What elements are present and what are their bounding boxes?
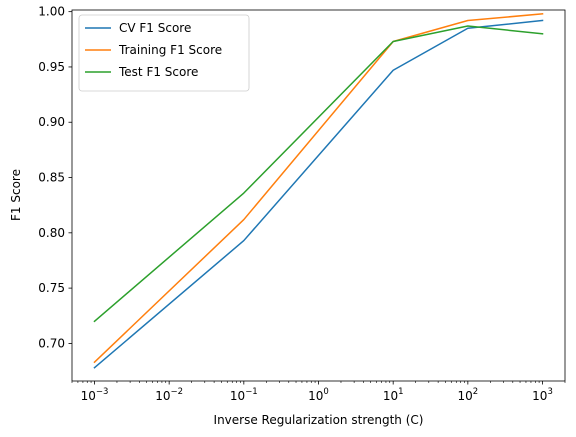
y-tick-label: 0.95 (38, 60, 65, 74)
y-tick-label: 0.85 (38, 171, 65, 185)
plot-area (93, 13, 544, 369)
series-line-3 (93, 25, 544, 323)
x-axis: 10−3 10−2 10−1 100 101 102 103 (71, 381, 566, 403)
x-tick-label: 100 (308, 387, 329, 403)
y-tick-label: 0.80 (38, 226, 65, 240)
y-tick-label: 1.00 (38, 5, 65, 19)
legend-label-2: Training F1 Score (118, 43, 222, 57)
legend-label-1: CV F1 Score (119, 21, 191, 35)
legend-box (78, 14, 250, 92)
x-axis-label: Inverse Regularization strength (C) (214, 413, 424, 427)
x-tick-label: 10−1 (230, 387, 258, 403)
y-tick-label: 0.70 (38, 336, 65, 350)
series-line-1 (93, 19, 544, 369)
x-tick-label: 10−3 (81, 387, 109, 403)
y-tick-label: 0.90 (38, 115, 65, 129)
x-tick-label: 101 (383, 387, 404, 403)
x-tick-label: 10−2 (155, 387, 183, 403)
x-tick-label: 102 (457, 387, 478, 403)
y-axis-label: F1 Score (9, 169, 23, 221)
legend: CV F1 Score Training F1 Score Test F1 Scor… (78, 14, 250, 92)
axes-frame (71, 9, 566, 382)
y-tick-label: 0.75 (38, 281, 65, 295)
y-axis: 0.70 0.75 0.80 0.85 0.90 0.95 1.00 (38, 5, 72, 350)
x-tick-label: 103 (532, 387, 553, 403)
legend-label-3: Test F1 Score (118, 65, 198, 79)
